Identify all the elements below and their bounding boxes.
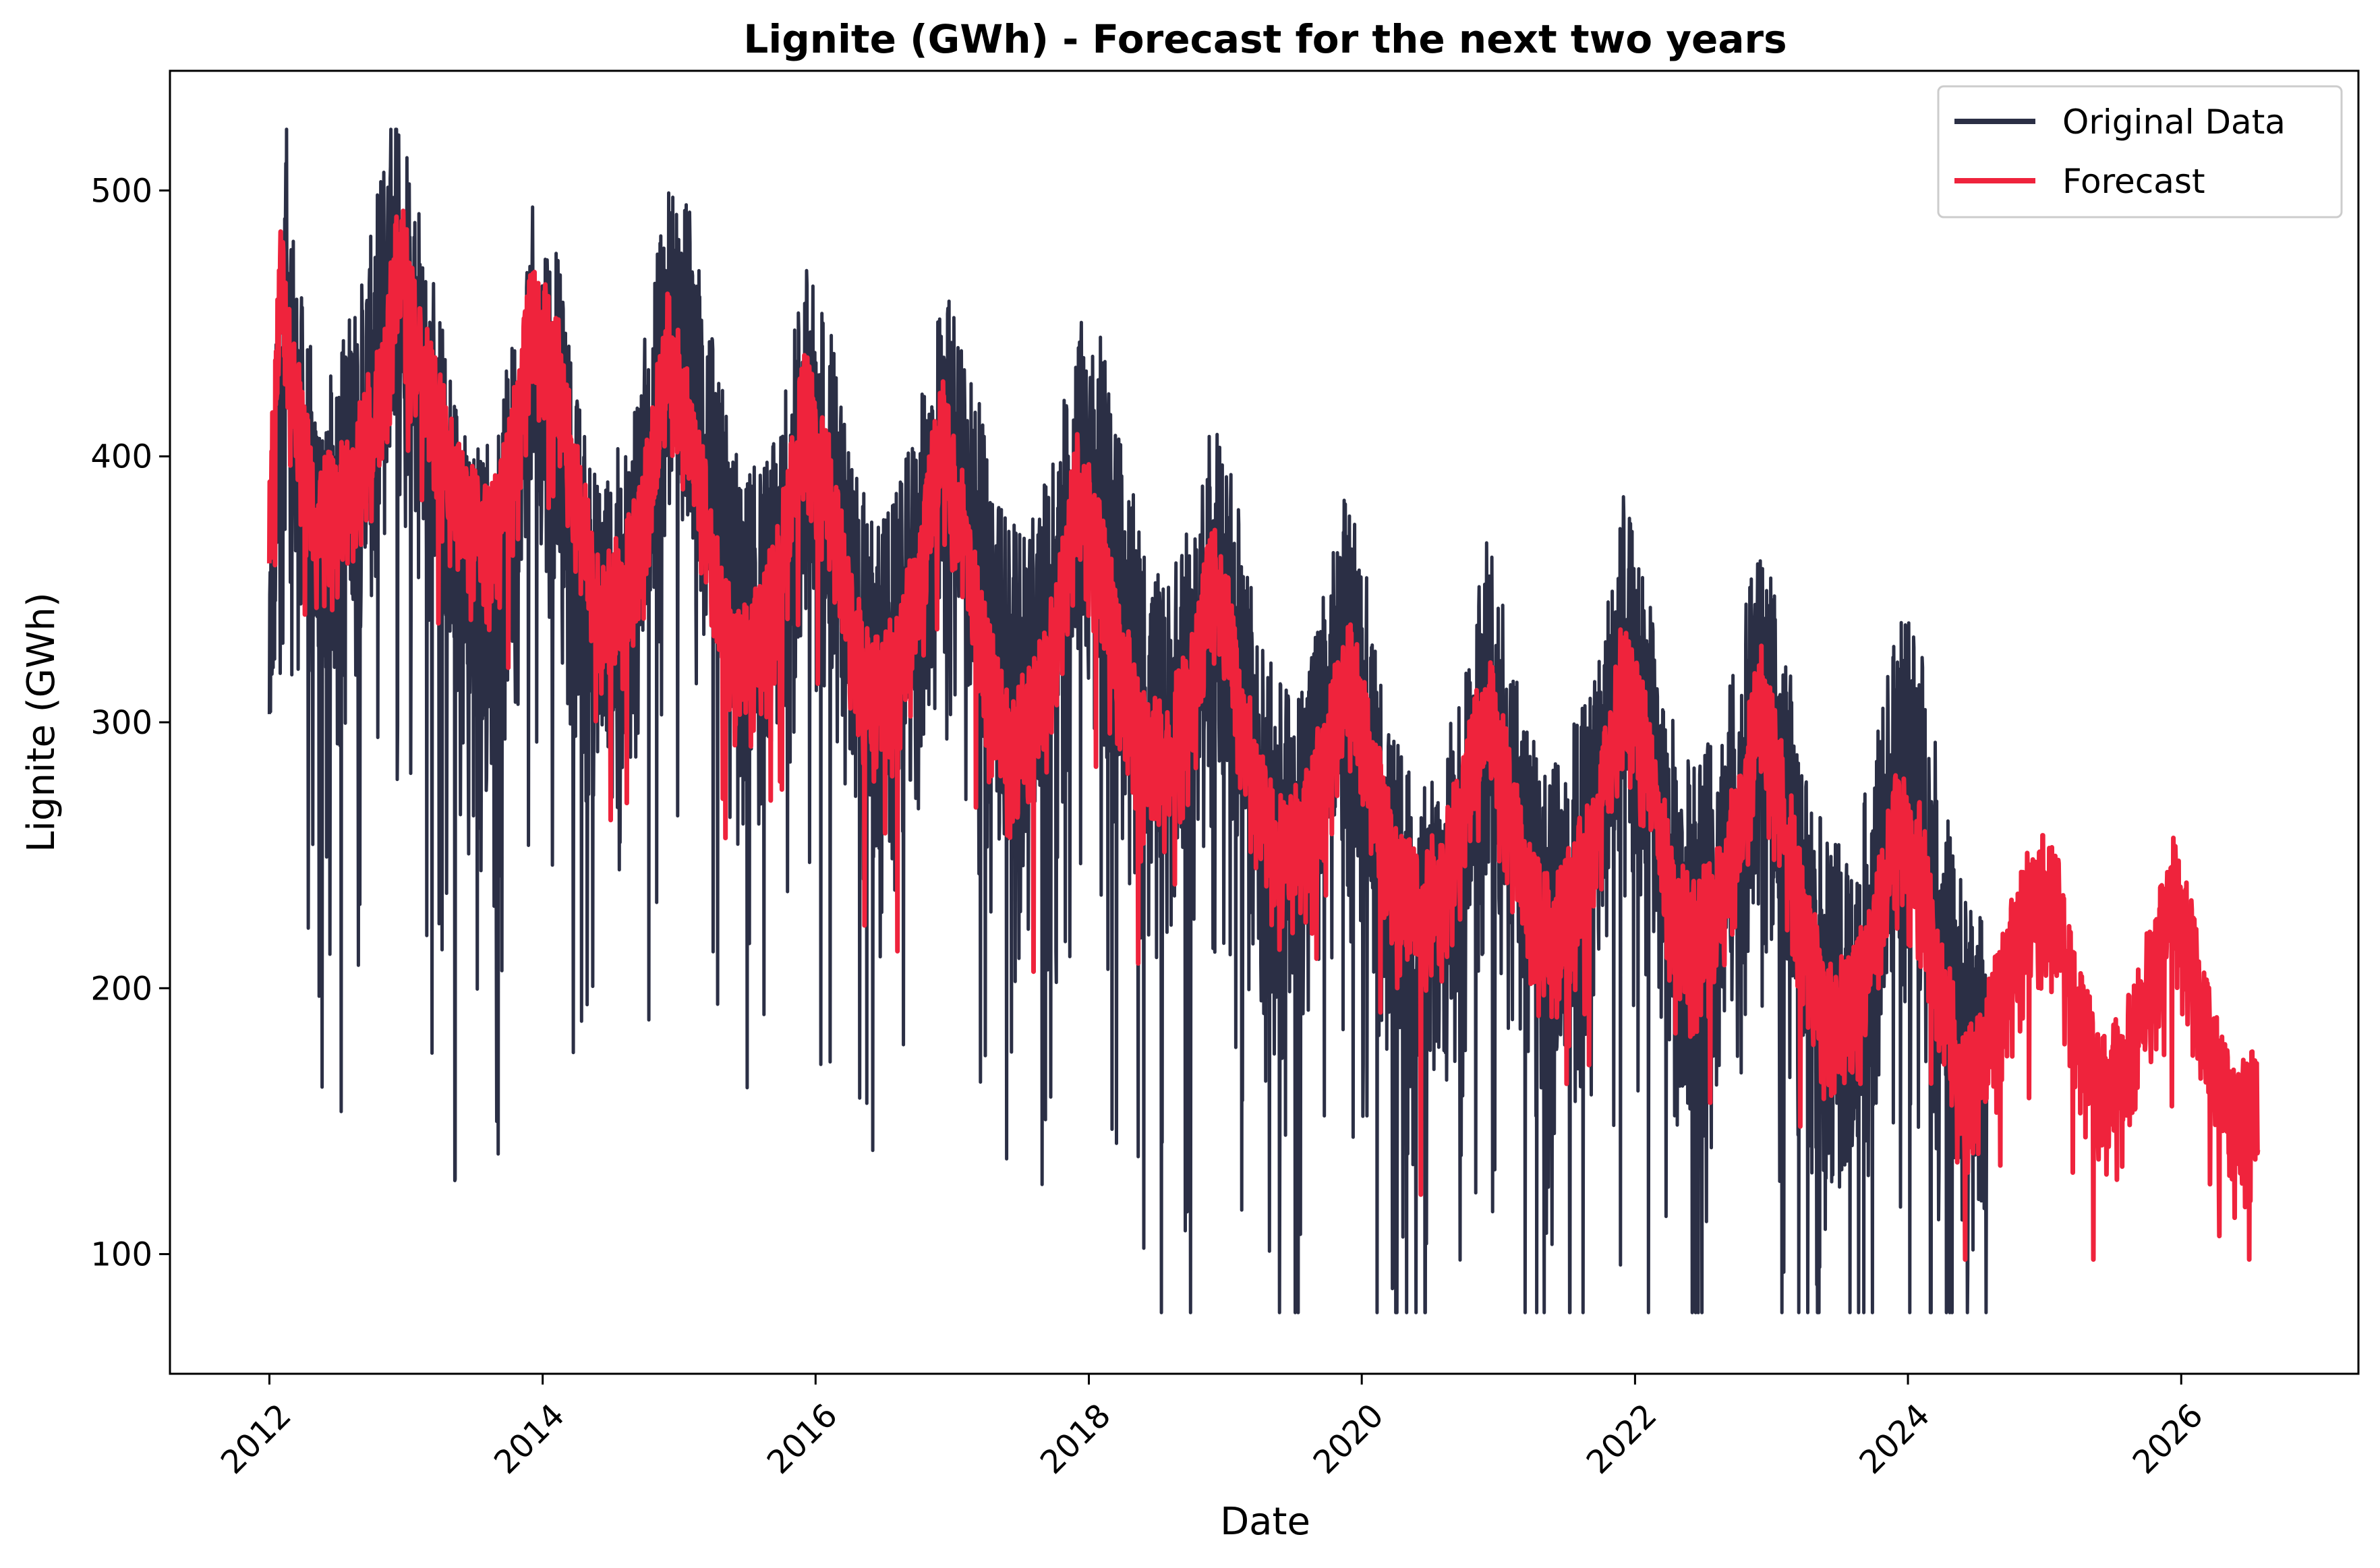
y-axis-label: Lignite (GWh) [20, 592, 63, 852]
legend: Original Data Forecast [1937, 85, 2343, 219]
legend-label-original: Original Data [2062, 103, 2286, 142]
legend-label-forecast: Forecast [2062, 162, 2205, 201]
series-layer [266, 127, 2261, 1314]
y-axis: 100 200 300 400 500 [90, 172, 170, 1274]
x-axis-label: Date [1220, 1500, 1310, 1544]
chart-title: Lignite (GWh) - Forecast for the next tw… [743, 16, 1787, 62]
y-tick-label: 300 [90, 704, 152, 742]
y-tick-label: 500 [90, 172, 152, 210]
y-tick-label: 100 [90, 1236, 152, 1274]
y-tick-label: 400 [90, 438, 152, 476]
legend-box [1937, 85, 2343, 219]
series-line-forecast [266, 208, 2261, 1262]
series-line-original-data [267, 127, 1990, 1314]
y-tick-label: 200 [90, 970, 152, 1008]
